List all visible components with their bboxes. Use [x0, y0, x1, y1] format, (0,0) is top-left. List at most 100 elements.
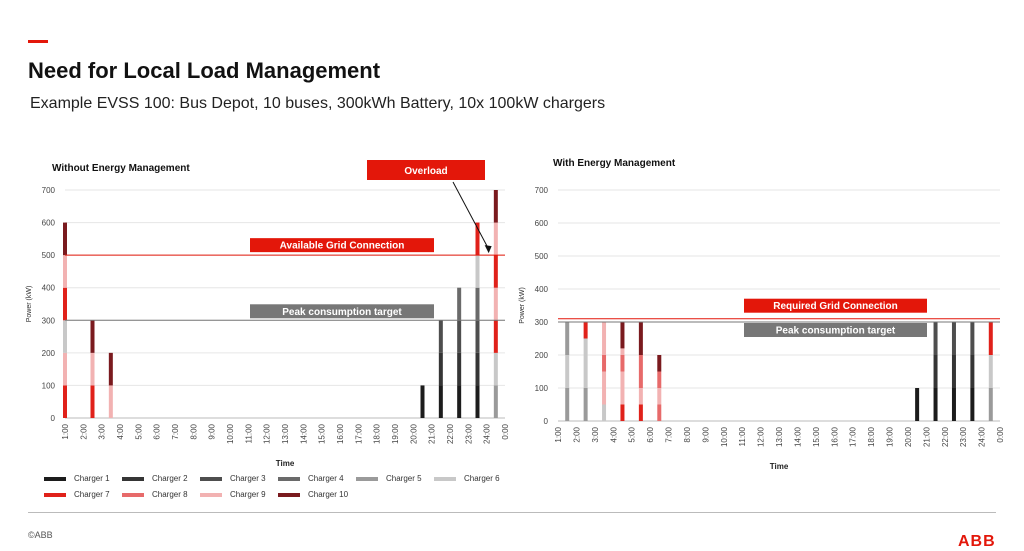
bar-segment [475, 320, 480, 353]
bar-segment [438, 352, 443, 386]
x-tick-label: 12:00 [757, 426, 766, 447]
legend-item: Charger 10 [278, 490, 348, 499]
bar-segment [63, 287, 67, 321]
bar-segment [933, 322, 938, 355]
x-tick-label: 23:00 [959, 426, 968, 447]
x-tick-label: 13:00 [281, 423, 290, 444]
bar-segment [493, 287, 498, 321]
legend-swatch [122, 492, 144, 497]
y-tick-label: 600 [42, 219, 56, 228]
reference-label: Peak consumption target [282, 307, 402, 318]
x-tick-label: 4:00 [116, 423, 125, 439]
y-tick-label: 300 [42, 316, 56, 325]
bar-segment [438, 320, 443, 353]
legend-label: Charger 5 [386, 474, 422, 483]
bar-segment [970, 388, 975, 421]
overload-arrow [452, 181, 490, 250]
x-axis-label: Time [276, 459, 295, 468]
x-tick-label: 3:00 [98, 423, 107, 439]
x-tick-label: 6:00 [646, 426, 655, 442]
legend-swatch [200, 476, 222, 481]
bar-segment [602, 371, 607, 405]
chart-title: Without Energy Management [52, 163, 190, 174]
y-tick-label: 700 [535, 186, 549, 195]
legend-label: Charger 6 [464, 474, 500, 483]
x-tick-label: 5:00 [134, 423, 143, 439]
y-tick-label: 200 [535, 351, 549, 360]
bar-segment [90, 320, 95, 353]
bar-segment [108, 385, 113, 418]
bar-segment [638, 322, 643, 355]
x-tick-label: 11:00 [244, 423, 253, 443]
bar-segment [602, 322, 607, 355]
legend-swatch [434, 476, 456, 481]
bar-segment [583, 338, 588, 388]
bar-segment [457, 287, 462, 321]
y-axis-label: Power (kW) [519, 287, 526, 324]
abb-logo: ABB [958, 533, 996, 550]
y-tick-label: 400 [42, 284, 56, 293]
y-tick-label: 100 [535, 384, 549, 393]
bar-segment [90, 352, 95, 386]
legend-swatch [200, 492, 222, 497]
legend-item: Charger 1 [44, 474, 110, 483]
y-tick-label: 100 [42, 381, 56, 390]
x-tick-label: 18:00 [867, 426, 876, 447]
x-tick-label: 7:00 [665, 426, 674, 442]
bar-segment [63, 352, 67, 386]
bar-segment [63, 320, 67, 353]
bar-segment [657, 404, 662, 421]
x-tick-label: 17:00 [849, 426, 858, 447]
bar-segment [493, 352, 498, 386]
bar-segment [602, 404, 607, 421]
bar-segment [951, 355, 956, 388]
x-tick-label: 21:00 [922, 426, 931, 447]
reference-label: Required Grid Connection [773, 301, 897, 312]
x-tick-label: 3:00 [591, 426, 600, 442]
legend-item: Charger 5 [356, 474, 422, 483]
x-tick-label: 10:00 [226, 423, 235, 444]
y-tick-label: 0 [544, 417, 549, 426]
x-tick-label: 0:00 [996, 426, 1005, 442]
legend-label: Charger 2 [152, 474, 188, 483]
x-tick-label: 19:00 [391, 423, 400, 444]
reference-label-box [744, 298, 927, 313]
bar-segment [638, 404, 643, 421]
x-tick-label: 23:00 [464, 423, 473, 444]
bar-segment [988, 388, 993, 421]
bar-segment [970, 355, 975, 388]
x-tick-label: 8:00 [683, 426, 692, 442]
bar-segment [63, 255, 67, 288]
bar-segment [565, 388, 570, 421]
bar-segment [933, 355, 938, 388]
bar-segment [620, 404, 625, 421]
x-tick-label: 0:00 [501, 423, 510, 439]
bar-segment [90, 385, 95, 418]
x-tick-label: 13:00 [775, 426, 784, 447]
bar-segment [620, 355, 625, 372]
x-tick-label: 19:00 [886, 426, 895, 447]
bar-segment [63, 385, 67, 418]
bar-segment [638, 388, 643, 405]
bar-segment [565, 322, 570, 355]
x-tick-label: 24:00 [978, 426, 987, 447]
bar-segment [493, 320, 498, 353]
legend-item: Charger 2 [122, 474, 188, 483]
reference-label-box [744, 323, 927, 337]
footer-divider [28, 512, 996, 513]
bar-segment [475, 385, 480, 418]
bar-segment [602, 355, 607, 372]
x-tick-label: 11:00 [738, 426, 747, 446]
legend-item: Charger 7 [44, 490, 110, 499]
x-tick-label: 17:00 [354, 423, 363, 444]
overload-arrow-head [484, 245, 492, 254]
y-tick-label: 500 [42, 251, 56, 260]
x-tick-label: 1:00 [61, 423, 70, 439]
legend-label: Charger 3 [230, 474, 266, 483]
bar-segment [108, 352, 113, 386]
reference-label: Peak consumption target [776, 326, 896, 337]
bar-segment [493, 190, 498, 223]
y-tick-label: 0 [51, 414, 56, 423]
x-tick-label: 20:00 [409, 423, 418, 444]
